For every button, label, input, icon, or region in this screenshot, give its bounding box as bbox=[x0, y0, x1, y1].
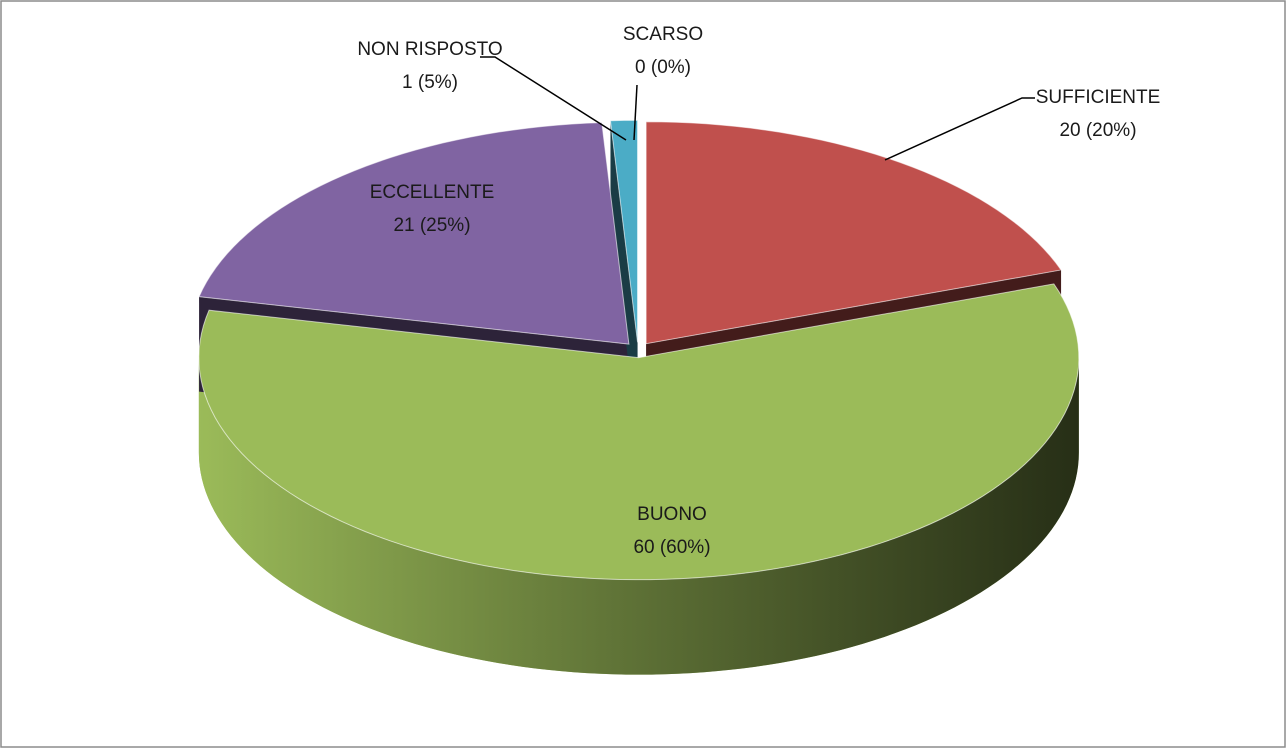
side-shade bbox=[198, 357, 1079, 675]
labels: SCARSO 0 (0%) SUFFICIENTE 20 (20%) BUONO 60 (… bbox=[357, 24, 1160, 558]
slice-label-value: 60 (60%) bbox=[633, 537, 710, 558]
slice bbox=[609, 119, 639, 343]
slice-label-value: 21 (25%) bbox=[393, 215, 470, 236]
slice-label-name: SUFFICIENTE bbox=[1036, 87, 1161, 108]
slice-label-value: 20 (20%) bbox=[1059, 120, 1136, 141]
slice-label-value: 1 (5%) bbox=[402, 72, 458, 93]
slice bbox=[198, 122, 630, 345]
slice-label-name: ECCELLENTE bbox=[370, 182, 495, 203]
slice-label-name: SCARSO bbox=[623, 24, 703, 45]
slice-label-name: BUONO bbox=[637, 504, 707, 525]
slice bbox=[198, 283, 1080, 581]
slice-label-name: NON RISPOSTO bbox=[357, 39, 502, 60]
slice-label-value: 0 (0%) bbox=[635, 57, 691, 78]
leader-line bbox=[884, 97, 1035, 161]
pie-tops bbox=[198, 119, 1080, 581]
leader-line bbox=[633, 84, 638, 141]
leader-line bbox=[480, 56, 627, 141]
slice bbox=[645, 121, 1062, 345]
